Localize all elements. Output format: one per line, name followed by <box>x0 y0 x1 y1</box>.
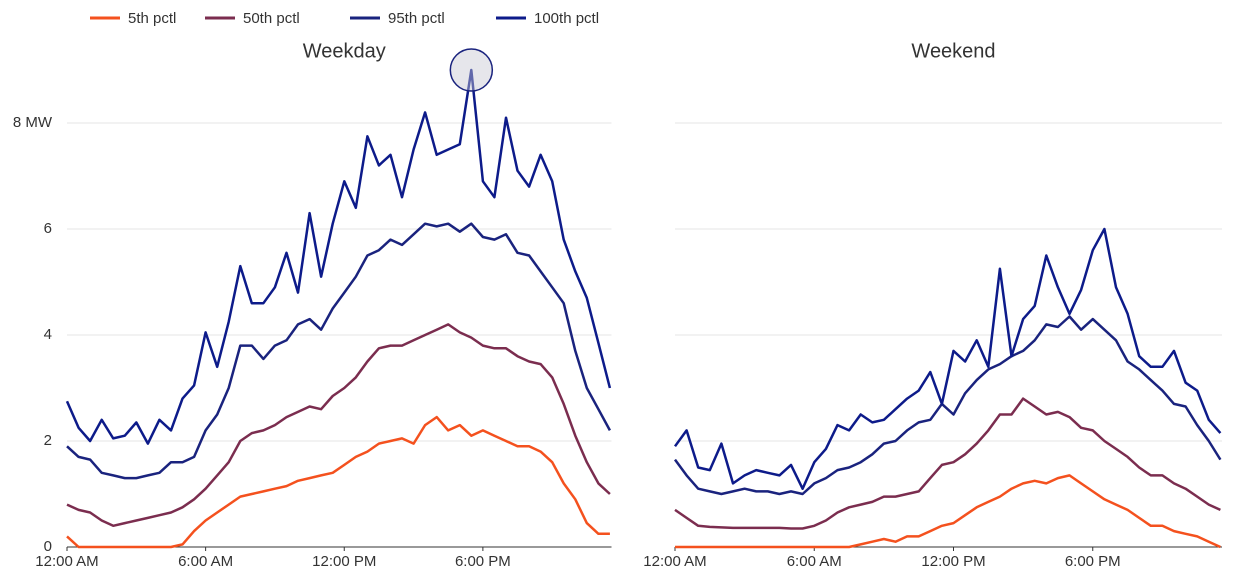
series-line <box>673 315 1222 496</box>
series-line <box>675 474 1221 549</box>
series-line <box>673 227 1222 490</box>
x-tick-label: 6:00 PM <box>455 553 511 570</box>
panel-title: Weekend <box>911 40 995 62</box>
y-tick-label: 6 <box>44 220 52 237</box>
y-tick-label: 8 MW <box>13 114 53 131</box>
legend-label: 5th pctl <box>128 10 176 27</box>
x-tick-label: 6:00 AM <box>178 553 233 570</box>
y-tick-label: 0 <box>44 538 52 555</box>
y-tick-label: 2 <box>44 432 52 449</box>
legend-label: 100th pctl <box>534 10 599 27</box>
x-tick-label: 6:00 AM <box>787 553 842 570</box>
legend-label: 50th pctl <box>243 10 300 27</box>
x-tick-label: 12:00 PM <box>312 553 376 570</box>
series-line <box>66 415 610 549</box>
panel-title: Weekday <box>303 40 386 62</box>
series-line <box>65 68 612 445</box>
series-line <box>674 397 1221 530</box>
legend-label: 95th pctl <box>388 10 445 27</box>
x-tick-label: 12:00 AM <box>35 553 98 570</box>
series-line <box>66 323 611 528</box>
x-tick-label: 12:00 AM <box>643 553 706 570</box>
x-tick-label: 6:00 PM <box>1065 553 1121 570</box>
x-tick-label: 12:00 PM <box>921 553 985 570</box>
peak-highlight <box>449 48 494 92</box>
y-tick-label: 4 <box>44 326 52 343</box>
series-line <box>66 222 611 480</box>
